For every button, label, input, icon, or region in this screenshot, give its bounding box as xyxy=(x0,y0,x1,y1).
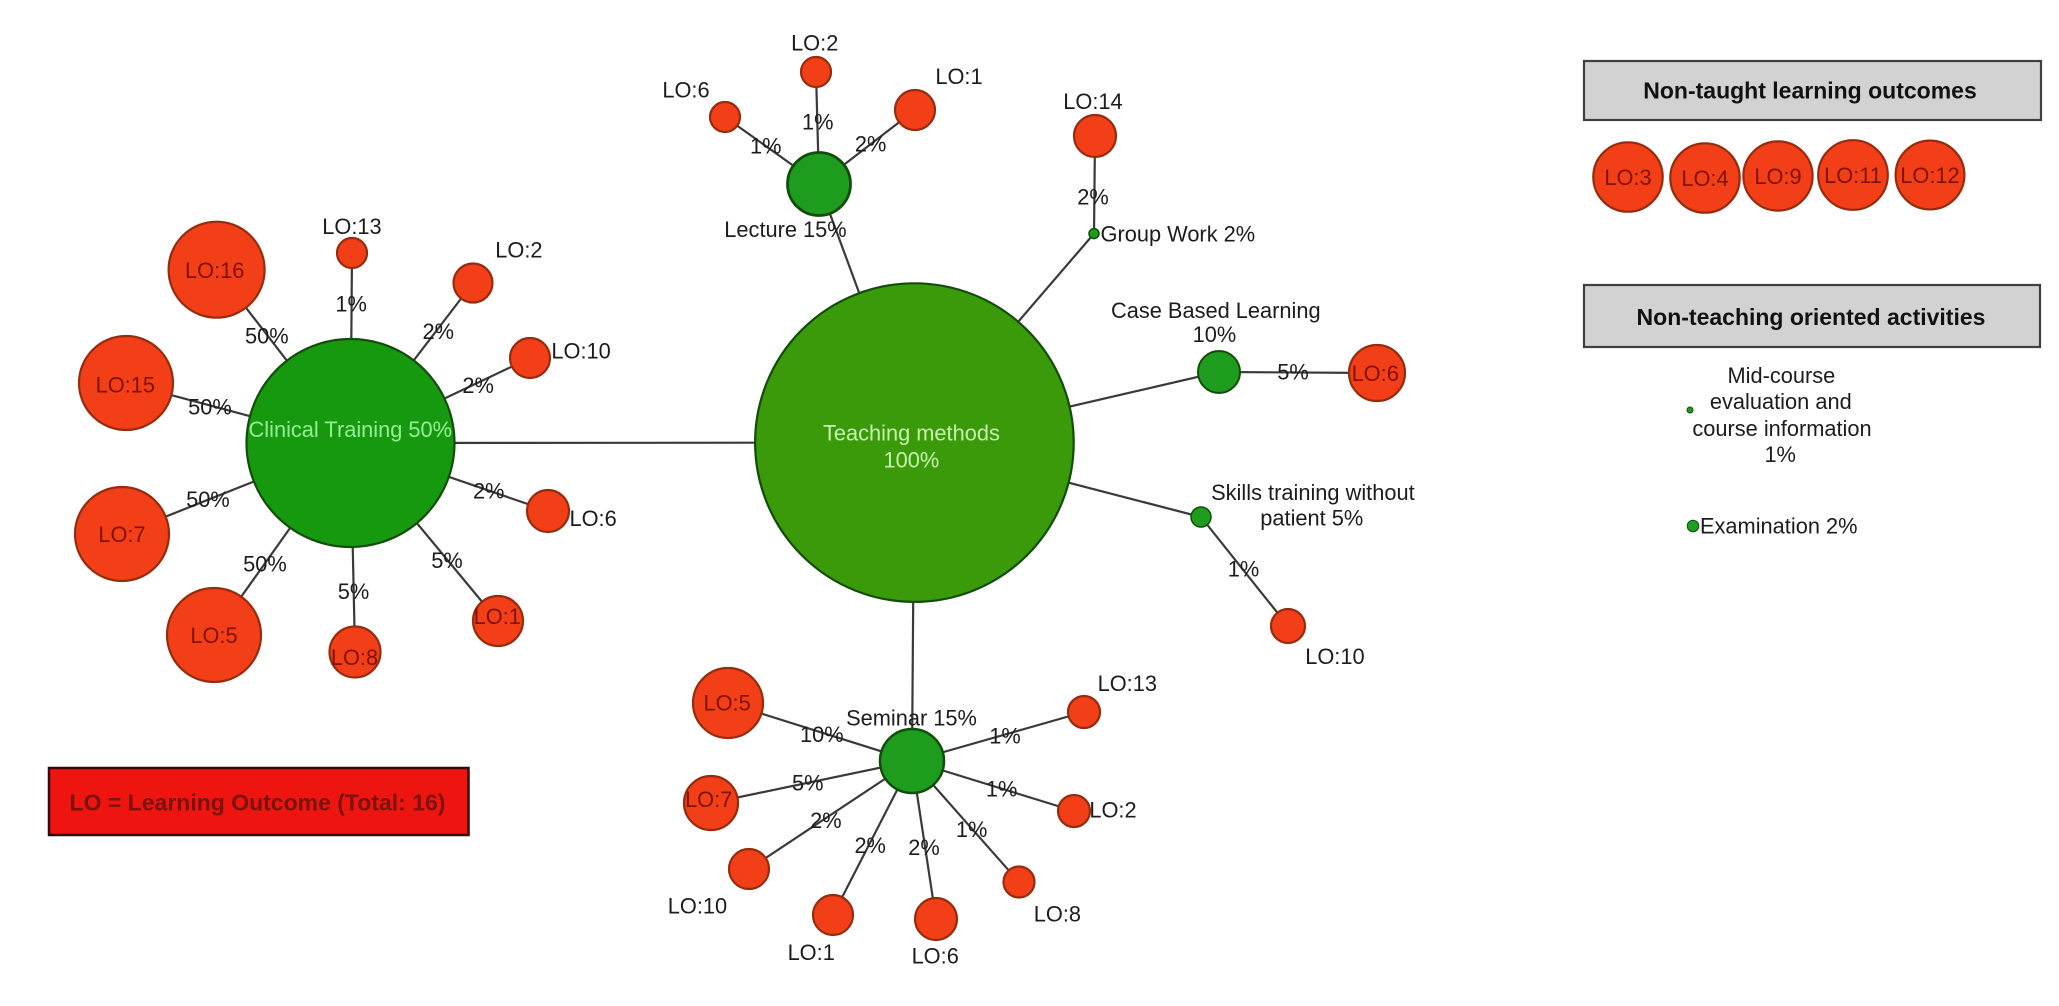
svg-text:1%: 1% xyxy=(1764,442,1796,467)
svg-text:10%: 10% xyxy=(800,722,844,747)
svg-text:LO:2: LO:2 xyxy=(495,238,542,263)
svg-text:LO:10: LO:10 xyxy=(1305,644,1364,669)
svg-text:1%: 1% xyxy=(986,777,1018,802)
svg-text:50%: 50% xyxy=(245,324,289,349)
svg-text:50%: 50% xyxy=(243,551,287,576)
svg-text:LO:4: LO:4 xyxy=(1681,166,1728,191)
svg-text:5%: 5% xyxy=(431,548,463,573)
svg-text:Case Based Learning: Case Based Learning xyxy=(1111,298,1321,323)
svg-text:LO:5: LO:5 xyxy=(703,690,750,715)
svg-text:LO:7: LO:7 xyxy=(685,787,732,812)
svg-text:LO:13: LO:13 xyxy=(322,214,381,239)
svg-text:LO:10: LO:10 xyxy=(551,339,610,364)
svg-text:50%: 50% xyxy=(188,394,232,419)
svg-text:2%: 2% xyxy=(908,835,940,860)
svg-text:Group Work 2%: Group Work 2% xyxy=(1101,222,1256,247)
svg-text:1%: 1% xyxy=(1228,556,1260,581)
svg-text:LO:13: LO:13 xyxy=(1098,671,1157,696)
svg-text:LO:12: LO:12 xyxy=(1900,163,1959,188)
svg-text:5%: 5% xyxy=(338,579,370,604)
svg-text:5%: 5% xyxy=(792,770,824,795)
svg-text:LO:5: LO:5 xyxy=(190,623,237,648)
svg-text:patient 5%: patient 5% xyxy=(1260,505,1363,530)
svg-text:LO:9: LO:9 xyxy=(1754,164,1801,189)
svg-text:Clinical Training 50%: Clinical Training 50% xyxy=(249,417,453,442)
svg-text:LO:15: LO:15 xyxy=(96,372,155,397)
svg-text:LO:10: LO:10 xyxy=(668,894,727,919)
svg-text:LO:6: LO:6 xyxy=(912,943,959,968)
svg-text:Examination 2%: Examination 2% xyxy=(1700,513,1858,538)
svg-text:LO = Learning Outcome (Total:: LO = Learning Outcome (Total: 16) xyxy=(70,789,446,815)
svg-text:2%: 2% xyxy=(462,373,494,398)
svg-text:5%: 5% xyxy=(1277,359,1309,384)
svg-text:100%: 100% xyxy=(884,447,940,472)
svg-text:LO:11: LO:11 xyxy=(1824,163,1882,188)
svg-text:LO:1: LO:1 xyxy=(935,64,982,89)
svg-text:2%: 2% xyxy=(810,808,842,833)
svg-text:Teaching methods: Teaching methods xyxy=(823,421,1000,446)
svg-text:1%: 1% xyxy=(802,110,834,135)
svg-text:LO:1: LO:1 xyxy=(474,604,521,629)
svg-text:1%: 1% xyxy=(750,134,782,159)
svg-text:Non-taught learning outcomes: Non-taught learning outcomes xyxy=(1643,78,1977,104)
svg-text:2%: 2% xyxy=(854,833,886,858)
svg-text:LO:8: LO:8 xyxy=(1034,902,1081,927)
svg-text:2%: 2% xyxy=(423,319,455,344)
svg-text:1%: 1% xyxy=(956,817,988,842)
svg-text:2%: 2% xyxy=(1077,184,1109,209)
svg-text:LO:1: LO:1 xyxy=(788,940,835,965)
svg-text:Seminar 15%: Seminar 15% xyxy=(846,705,977,730)
svg-text:1%: 1% xyxy=(989,723,1021,748)
svg-text:course information: course information xyxy=(1692,416,1871,441)
svg-text:Skills training without: Skills training without xyxy=(1211,480,1415,505)
svg-text:Lecture 15%: Lecture 15% xyxy=(724,217,846,242)
svg-text:2%: 2% xyxy=(473,479,505,504)
svg-text:LO:8: LO:8 xyxy=(331,645,378,670)
svg-text:LO:6: LO:6 xyxy=(1352,361,1399,386)
svg-text:50%: 50% xyxy=(186,487,230,512)
svg-text:2%: 2% xyxy=(855,131,887,156)
svg-text:evaluation and: evaluation and xyxy=(1710,389,1852,414)
svg-text:LO:6: LO:6 xyxy=(569,506,616,531)
svg-text:LO:6: LO:6 xyxy=(662,77,709,102)
svg-text:10%: 10% xyxy=(1193,322,1237,347)
svg-text:LO:2: LO:2 xyxy=(1089,798,1136,823)
svg-text:LO:14: LO:14 xyxy=(1063,89,1122,114)
svg-text:LO:16: LO:16 xyxy=(185,258,244,283)
svg-text:LO:7: LO:7 xyxy=(98,522,145,547)
svg-text:1%: 1% xyxy=(335,292,367,317)
svg-text:LO:3: LO:3 xyxy=(1604,165,1651,190)
svg-text:LO:2: LO:2 xyxy=(791,31,838,56)
svg-text:Mid-course: Mid-course xyxy=(1727,363,1835,388)
svg-text:Non-teaching oriented activiti: Non-teaching oriented activities xyxy=(1637,304,1986,330)
